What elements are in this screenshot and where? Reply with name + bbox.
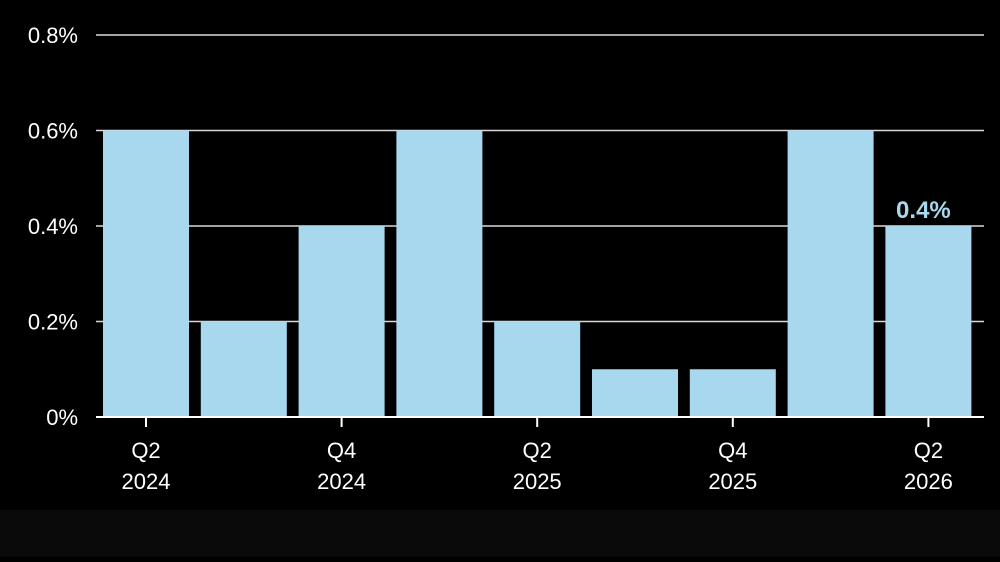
x-tick-label-year: 2026 [904,469,953,494]
bottom-strip [0,510,1000,557]
bar [787,130,874,417]
y-tick-label: 0.8% [28,23,78,48]
x-tick-label-quarter: Q4 [327,438,356,463]
axes [96,416,984,427]
bar [592,369,678,417]
y-tick-label: 0.6% [28,119,78,144]
x-tick-label-year: 2024 [317,469,366,494]
labels: 0% 0.2% 0.4% 0.6% 0.8% Q2 2024 Q4 2024 Q2 2025 Q4 20… [28,23,953,494]
x-tick-label-quarter: Q2 [914,438,943,463]
bar [396,130,483,417]
x-tick-label-quarter: Q2 [523,438,552,463]
x-tick-label-year: 2025 [708,469,757,494]
bar [103,130,189,417]
x-tick-label-year: 2025 [513,469,562,494]
y-tick-label: 0.2% [28,310,78,335]
bar [298,226,385,417]
bars [103,130,972,417]
y-tick-label: 0% [46,405,78,430]
bar [689,369,776,417]
data-label: 0.4% [896,197,951,224]
x-tick-label-year: 2024 [122,469,171,494]
bar [494,321,581,417]
bar [885,226,972,417]
y-tick-label: 0.4% [28,214,78,239]
x-tick-label-quarter: Q2 [131,438,160,463]
bar [200,321,287,417]
x-tick-label-quarter: Q4 [718,438,747,463]
